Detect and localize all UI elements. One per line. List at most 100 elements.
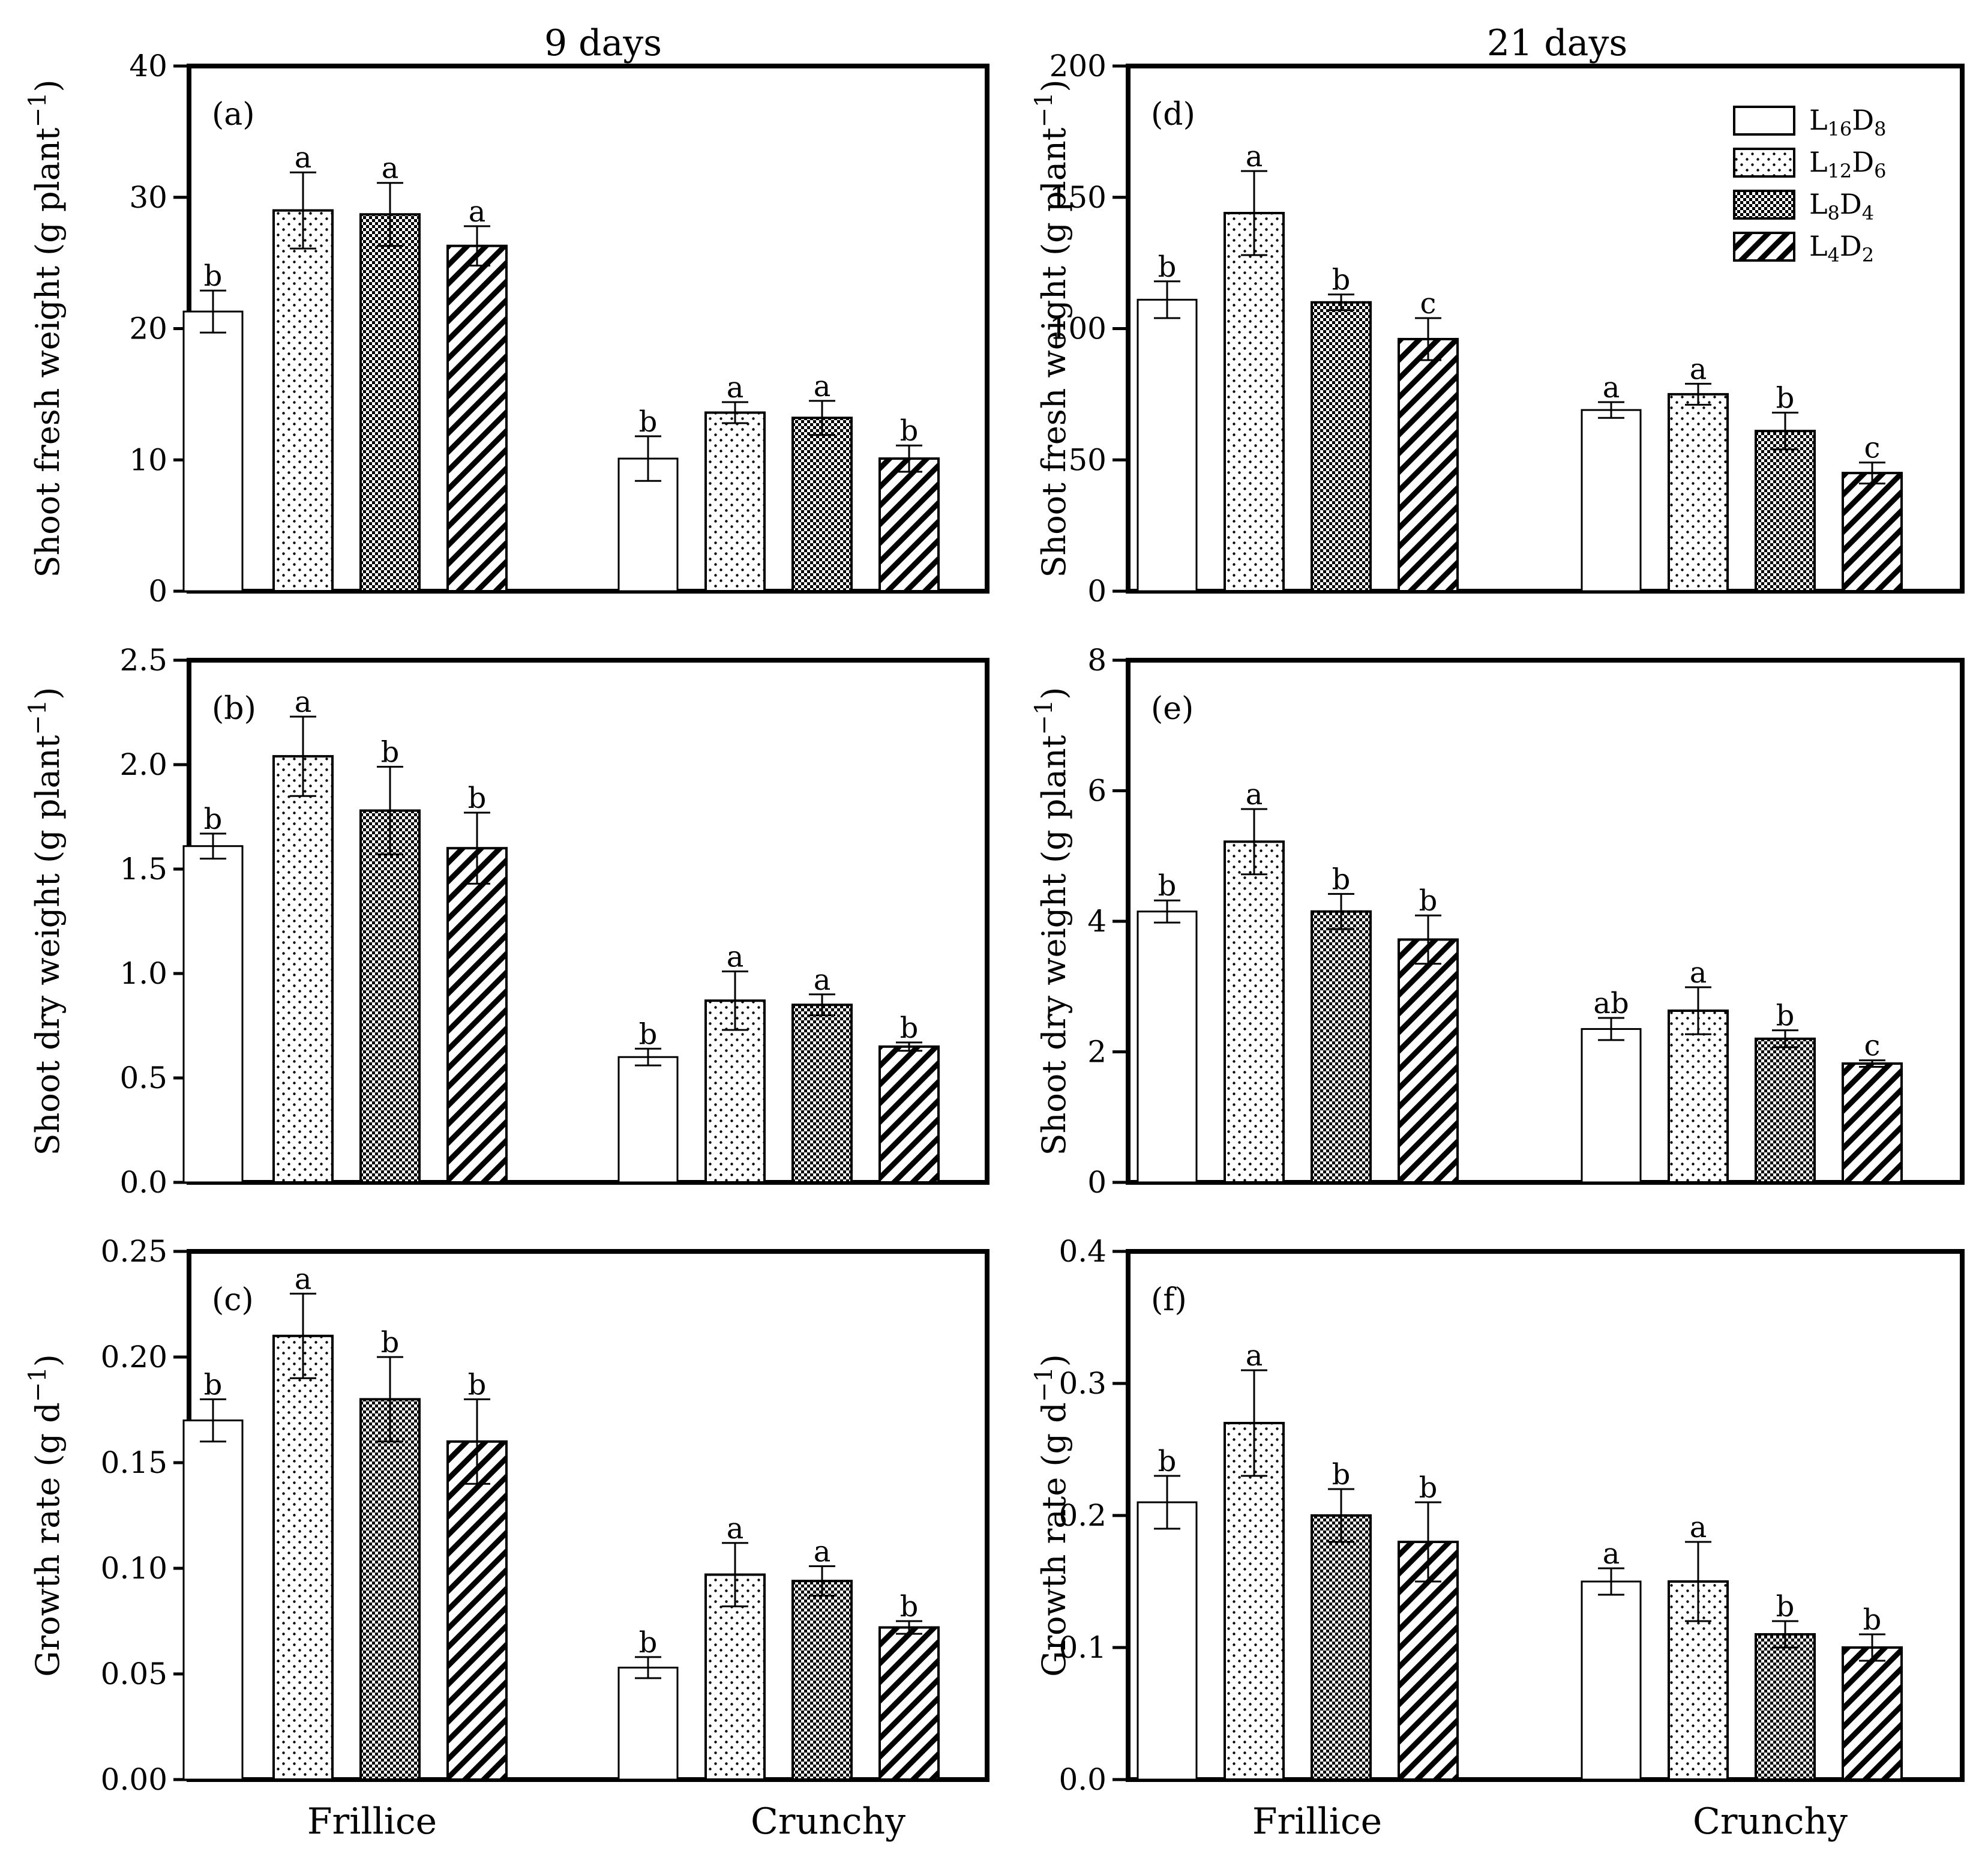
- significance-letter: b: [639, 1626, 658, 1660]
- category-label-frillice: Frillice: [1252, 1801, 1382, 1843]
- bar-L16D8-Crunchy: [617, 1056, 679, 1184]
- bar-L4D2-Frillice: [1398, 938, 1459, 1184]
- bar-L8D4-Crunchy: [1755, 1633, 1816, 1781]
- bar-L16D8-Crunchy: [1581, 409, 1642, 592]
- significance-letter: b: [900, 414, 919, 448]
- legend-label-L12D6: L12D6: [1809, 146, 1887, 182]
- bar-L16D8-Crunchy: [1581, 1028, 1642, 1184]
- y-tick-label: 0.5: [119, 1061, 167, 1095]
- bar-L16D8-Frillice: [182, 845, 244, 1184]
- y-tick-label: 50: [1068, 442, 1107, 477]
- y-tick-label: 0.25: [101, 1234, 167, 1269]
- panel-c: 0.00 0.05 0.10 0.15 0.20 0.25 Growth rate (g d…: [24, 1234, 989, 1843]
- bar-L16D8-Frillice: [1137, 910, 1198, 1184]
- significance-letter: a: [1690, 956, 1707, 990]
- y-tick-label: 0.05: [101, 1657, 167, 1691]
- significance-letter: c: [1864, 432, 1881, 465]
- panel-label: (f): [1151, 1282, 1187, 1318]
- y-tick-label: 20: [129, 312, 167, 346]
- bar-L4D2-Crunchy: [878, 457, 940, 592]
- y-tick-label: 0.10: [101, 1551, 167, 1586]
- bar-L4D2-Crunchy: [1842, 1062, 1903, 1184]
- legend-swatch-dots: [1733, 148, 1795, 178]
- panels: 0 10 20 30 40 Shoot fresh weight (g plant−1) (…: [24, 49, 1965, 1843]
- significance-letter: b: [204, 259, 223, 293]
- significance-letter: b: [1419, 884, 1438, 918]
- bar-L8D4-Frillice: [359, 809, 421, 1184]
- significance-letter: b: [1332, 1458, 1351, 1491]
- significance-letter: a: [814, 370, 831, 403]
- significance-letter: a: [295, 1262, 312, 1296]
- bar-L12D6-Crunchy: [1668, 1009, 1729, 1184]
- bar-L12D6-Crunchy: [704, 411, 766, 592]
- y-tick-label: 30: [129, 180, 167, 215]
- bar-L4D2-Frillice: [1398, 338, 1459, 592]
- significance-letter: b: [1158, 869, 1177, 903]
- significance-letter: b: [900, 1590, 919, 1624]
- y-tick-label: 6: [1087, 774, 1107, 808]
- significance-letter: b: [1158, 250, 1177, 284]
- y-tick-label: 0: [1087, 1165, 1107, 1200]
- y-tick-label: 0.1: [1059, 1630, 1107, 1665]
- significance-letter: b: [639, 405, 658, 439]
- significance-letter: b: [381, 1326, 400, 1359]
- significance-letter: b: [1419, 1471, 1438, 1505]
- y-tick-label: 40: [129, 49, 167, 83]
- y-tick-label: 4: [1087, 904, 1107, 939]
- category-label-crunchy: Crunchy: [1693, 1801, 1848, 1843]
- y-tick-label: 1.5: [119, 852, 167, 886]
- bar-L8D4-Frillice: [1311, 1514, 1372, 1781]
- bar-L8D4-Crunchy: [791, 1004, 853, 1184]
- significance-letter: c: [1420, 287, 1437, 321]
- significance-letter: b: [1332, 263, 1351, 297]
- significance-letter: b: [1776, 382, 1795, 415]
- y-tick-label: 0.3: [1059, 1366, 1107, 1401]
- y-axis-title: Growth rate (g d−1): [1030, 1354, 1073, 1677]
- panel-label: (d): [1151, 97, 1195, 133]
- significance-letter: b: [204, 1368, 223, 1401]
- legend-swatch-hatch: [1733, 232, 1795, 262]
- significance-letter: c: [1864, 1029, 1881, 1063]
- y-tick-label: 10: [129, 442, 167, 477]
- significance-letter: b: [1158, 1445, 1177, 1478]
- bar-L16D8-Crunchy: [1581, 1580, 1642, 1781]
- bar-L4D2-Crunchy: [1842, 472, 1903, 592]
- significance-letter: a: [814, 963, 831, 997]
- bar-L16D8-Frillice: [1137, 298, 1198, 592]
- bar-L4D2-Crunchy: [878, 1045, 940, 1184]
- bar-L16D8-Frillice: [182, 1419, 244, 1781]
- y-tick-label: 8: [1087, 643, 1107, 678]
- legend-entry-L16D8: L16D8: [1733, 104, 1887, 140]
- significance-letter: a: [1246, 140, 1263, 173]
- panel-label: (c): [212, 1282, 254, 1318]
- bar-L12D6-Frillice: [1224, 1422, 1285, 1781]
- column-title-21-days: 21 days: [1487, 22, 1627, 64]
- y-axis-title: Shoot fresh weight (g plant−1): [1030, 79, 1073, 577]
- y-axis-title: Shoot dry weight (g plant−1): [1030, 687, 1073, 1156]
- bar-L8D4-Frillice: [1311, 910, 1372, 1184]
- bar-L16D8-Frillice: [1137, 1501, 1198, 1781]
- legend-entry-L12D6: L12D6: [1733, 146, 1887, 182]
- significance-letter: b: [204, 802, 223, 836]
- legend-label-L4D2: L4D2: [1809, 230, 1874, 266]
- bar-L12D6-Frillice: [1224, 840, 1285, 1184]
- y-axis-title: Growth rate (g d−1): [24, 1354, 67, 1677]
- significance-letter: a: [727, 941, 744, 974]
- legend: L16D8 L12D6 L8D4 L4D2: [1733, 104, 1887, 266]
- legend-label-L16D8: L16D8: [1809, 104, 1887, 140]
- significance-letter: a: [1603, 371, 1620, 405]
- y-axis-title: Shoot dry weight (g plant−1): [24, 687, 67, 1156]
- y-tick-label: 2: [1087, 1035, 1107, 1070]
- significance-letter: b: [1776, 999, 1795, 1033]
- y-tick-label: 150: [1050, 180, 1107, 215]
- y-tick-label: 0.0: [119, 1165, 167, 1200]
- bar-L12D6-Frillice: [1224, 212, 1285, 592]
- panel-a: 0 10 20 30 40 Shoot fresh weight (g plant−1) (…: [24, 49, 989, 609]
- bar-L12D6-Crunchy: [704, 1573, 766, 1781]
- legend-swatch-checker: [1733, 190, 1795, 220]
- y-tick-label: 0.4: [1059, 1234, 1107, 1269]
- y-tick-label: 0.2: [1059, 1498, 1107, 1533]
- category-label-frillice: Frillice: [307, 1801, 437, 1843]
